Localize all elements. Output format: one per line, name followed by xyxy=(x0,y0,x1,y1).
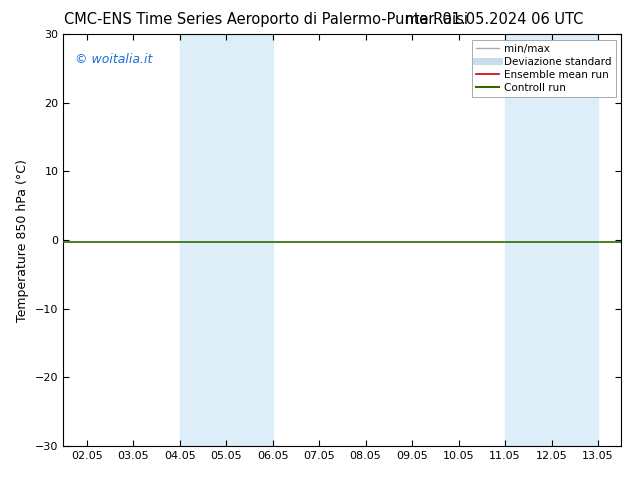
Bar xyxy=(505,34,598,446)
Text: © woitalia.it: © woitalia.it xyxy=(75,53,152,66)
Text: mer. 01.05.2024 06 UTC: mer. 01.05.2024 06 UTC xyxy=(405,12,583,27)
Y-axis label: Temperature 850 hPa (°C): Temperature 850 hPa (°C) xyxy=(16,159,30,321)
Legend: min/max, Deviazione standard, Ensemble mean run, Controll run: min/max, Deviazione standard, Ensemble m… xyxy=(472,40,616,97)
Text: CMC-ENS Time Series Aeroporto di Palermo-Punta Raisi: CMC-ENS Time Series Aeroporto di Palermo… xyxy=(64,12,469,27)
Bar xyxy=(179,34,273,446)
